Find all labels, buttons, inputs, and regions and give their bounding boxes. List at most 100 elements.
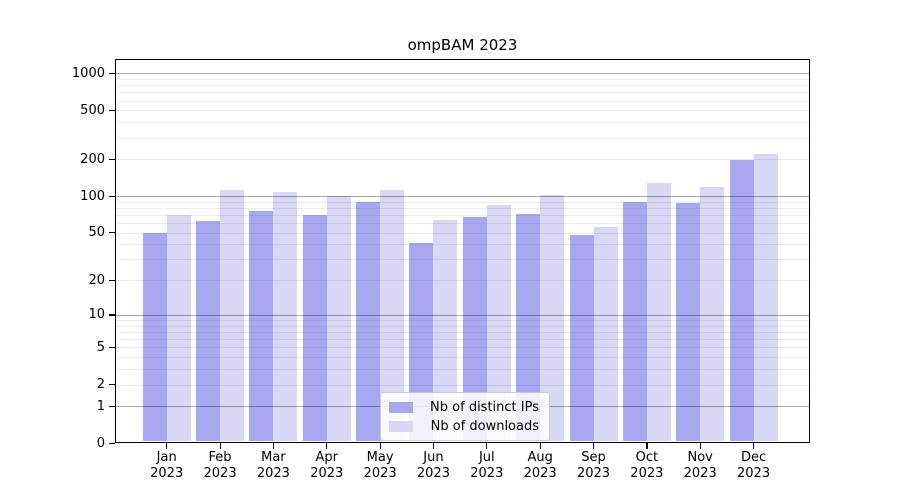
bar-distinct-ips <box>622 201 647 441</box>
y-tick-mark <box>109 405 115 408</box>
y-tick-label: 2 <box>96 377 105 393</box>
gridline-minor <box>116 122 809 124</box>
gridline-minor <box>116 347 809 349</box>
x-tick-label: May 2023 <box>350 450 410 482</box>
x-tick-year: 2023 <box>416 466 450 481</box>
y-tick-label: 1000 <box>71 65 105 81</box>
x-tick-month: Jun <box>423 450 444 465</box>
y-tick-label: 500 <box>80 102 105 118</box>
bar-distinct-ips <box>302 215 327 441</box>
x-tick-month: Nov <box>687 450 713 465</box>
x-tick-mark <box>326 443 328 449</box>
x-tick-label: Nov 2023 <box>670 450 730 482</box>
y-tick-label: 5 <box>96 339 105 355</box>
y-tick-mark <box>109 314 115 316</box>
x-tick-mark <box>646 443 648 449</box>
y-tick-label: 100 <box>80 188 105 204</box>
y-tick-mark <box>109 158 115 160</box>
x-tick-year: 2023 <box>150 466 184 481</box>
gridline-minor <box>116 223 809 225</box>
x-tick-month: Oct <box>635 450 659 465</box>
x-tick-mark <box>539 443 541 449</box>
bar-distinct-ips <box>569 234 594 441</box>
gridline-minor <box>116 320 809 322</box>
y-tick-label: 50 <box>88 225 105 241</box>
x-tick-month: Aug <box>527 450 553 465</box>
y-tick-label: 10 <box>88 307 105 323</box>
x-tick-label: Mar 2023 <box>243 450 303 482</box>
x-tick-month: Sep <box>581 450 606 465</box>
x-tick-year: 2023 <box>576 466 611 481</box>
x-tick-month: Dec <box>740 450 767 465</box>
x-tick-mark <box>379 443 381 449</box>
plot-area <box>115 59 810 443</box>
gridline-minor <box>116 280 809 282</box>
y-tick-mark <box>109 232 115 234</box>
grid-layer <box>116 60 809 442</box>
y-tick-mark <box>109 279 115 282</box>
gridline-major <box>116 314 809 316</box>
bar-distinct-ips <box>729 159 754 441</box>
gridline-minor <box>116 357 809 359</box>
x-tick-mark <box>699 443 701 449</box>
x-tick-label: Aug 2023 <box>510 450 570 482</box>
x-tick-mark <box>432 443 435 449</box>
y-tick-mark <box>109 195 115 197</box>
x-tick-year: 2023 <box>203 466 237 481</box>
x-tick-label: Jan 2023 <box>137 450 197 482</box>
gridline-minor <box>116 232 809 234</box>
y-tick-mark <box>109 384 115 386</box>
y-tick-label: 1 <box>96 398 105 414</box>
y-tick-mark <box>109 443 115 445</box>
gridline-minor <box>116 215 809 217</box>
gridline-minor <box>116 137 809 139</box>
x-tick-mark <box>272 443 275 449</box>
y-tick-label: 0 <box>96 436 105 451</box>
x-tick-month: May <box>366 450 394 465</box>
y-tick-label: 20 <box>88 272 105 288</box>
x-tick-month: Jul <box>478 450 495 465</box>
x-tick-label: Jul 2023 <box>457 450 517 482</box>
gridline-minor <box>116 100 809 102</box>
gridline-major <box>116 73 809 75</box>
gridline-minor <box>116 159 809 161</box>
x-tick-year: 2023 <box>683 466 717 481</box>
x-tick-month: Feb <box>208 450 232 465</box>
x-tick-label: Apr 2023 <box>297 450 357 482</box>
gridline-minor <box>116 110 809 112</box>
x-tick-year: 2023 <box>363 466 397 481</box>
bar-distinct-ips <box>196 220 221 441</box>
legend-swatch-distinct-ips <box>389 401 413 413</box>
gridline-minor <box>116 244 809 246</box>
y-tick-mark <box>109 109 115 112</box>
gridline-minor <box>116 339 809 341</box>
legend-swatch-downloads <box>389 420 413 432</box>
x-tick-mark <box>166 443 168 449</box>
x-tick-label: Sep 2023 <box>564 450 624 482</box>
x-tick-year: 2023 <box>470 466 504 481</box>
gridline-minor <box>116 332 809 334</box>
bar-downloads <box>326 195 351 441</box>
x-tick-year: 2023 <box>256 466 290 481</box>
legend: Nb of distinct IPs Nb of downloads <box>380 392 550 441</box>
gridline-minor <box>116 201 809 203</box>
gridline-minor <box>116 78 809 80</box>
x-tick-month: Mar <box>261 450 286 465</box>
y-tick-mark <box>109 72 115 74</box>
bar-distinct-ips <box>142 232 167 441</box>
bar-distinct-ips <box>676 202 701 441</box>
x-tick-label: Dec 2023 <box>724 450 784 482</box>
x-tick-label: Jun 2023 <box>403 450 463 482</box>
bar-downloads <box>166 215 191 441</box>
gridline-minor <box>116 384 809 386</box>
gridline-minor <box>116 207 809 209</box>
x-tick-year: 2023 <box>737 466 771 481</box>
bar-downloads <box>273 191 298 441</box>
x-tick-mark <box>219 443 221 449</box>
legend-row-distinct-ips: Nb of distinct IPs <box>389 399 539 415</box>
x-tick-month: Jan <box>156 450 177 465</box>
legend-label-downloads: Nb of downloads <box>430 418 539 434</box>
bar-downloads <box>646 182 671 441</box>
bar-distinct-ips <box>249 210 274 441</box>
x-tick-year: 2023 <box>630 466 664 481</box>
